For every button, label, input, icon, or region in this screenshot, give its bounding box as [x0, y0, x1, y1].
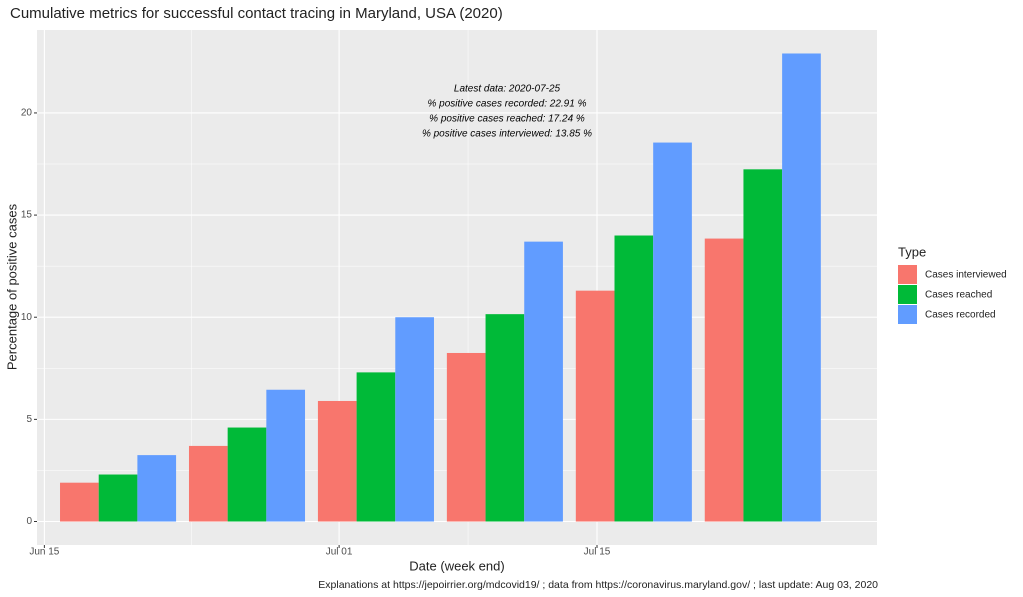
- y-tick-label: 5: [26, 414, 32, 425]
- bar: [614, 235, 654, 522]
- legend-label: Cases interviewed: [925, 270, 1007, 281]
- y-tick-label: 20: [21, 108, 33, 119]
- annotation: % positive cases recorded: 22.91 %: [428, 99, 587, 110]
- bar: [446, 352, 486, 522]
- bar: [227, 427, 267, 522]
- y-axis-title: Percentage of positive cases: [4, 203, 19, 370]
- legend-title: Type: [898, 244, 926, 259]
- y-tick-label: 15: [21, 210, 33, 221]
- y-tick-label: 10: [21, 312, 33, 323]
- legend-label: Cases recorded: [925, 310, 996, 321]
- legend-label: Cases reached: [925, 290, 992, 301]
- bar: [743, 169, 783, 522]
- bar: [653, 142, 692, 522]
- x-tick-label: Jul 01: [326, 547, 353, 558]
- annotation: Latest data: 2020-07-25: [454, 84, 561, 95]
- bar: [782, 53, 821, 522]
- bar: [395, 317, 434, 522]
- bar: [98, 474, 138, 522]
- caption: Explanations at https://jepoirrier.org/m…: [318, 579, 878, 591]
- legend-key: [898, 285, 917, 304]
- bar: [137, 455, 177, 522]
- bar: [704, 238, 744, 522]
- legend-key: [898, 265, 917, 284]
- annotation: % positive cases interviewed: 13.85 %: [422, 129, 592, 140]
- bar: [266, 389, 306, 522]
- bar: [317, 400, 357, 522]
- legend-key: [898, 305, 917, 324]
- bar: [188, 445, 228, 522]
- bar: [356, 372, 396, 522]
- bar: [575, 290, 615, 522]
- x-tick-label: Jun 15: [29, 547, 59, 558]
- bar: [524, 241, 563, 522]
- y-tick-label: 0: [26, 516, 32, 527]
- annotation: % positive cases reached: 17.24 %: [429, 114, 585, 125]
- x-axis-title: Date (week end): [409, 558, 504, 573]
- bar: [485, 314, 525, 522]
- chart-title: Cumulative metrics for successful contac…: [10, 5, 503, 22]
- x-tick-label: Jul 15: [584, 547, 611, 558]
- bar: [60, 482, 99, 522]
